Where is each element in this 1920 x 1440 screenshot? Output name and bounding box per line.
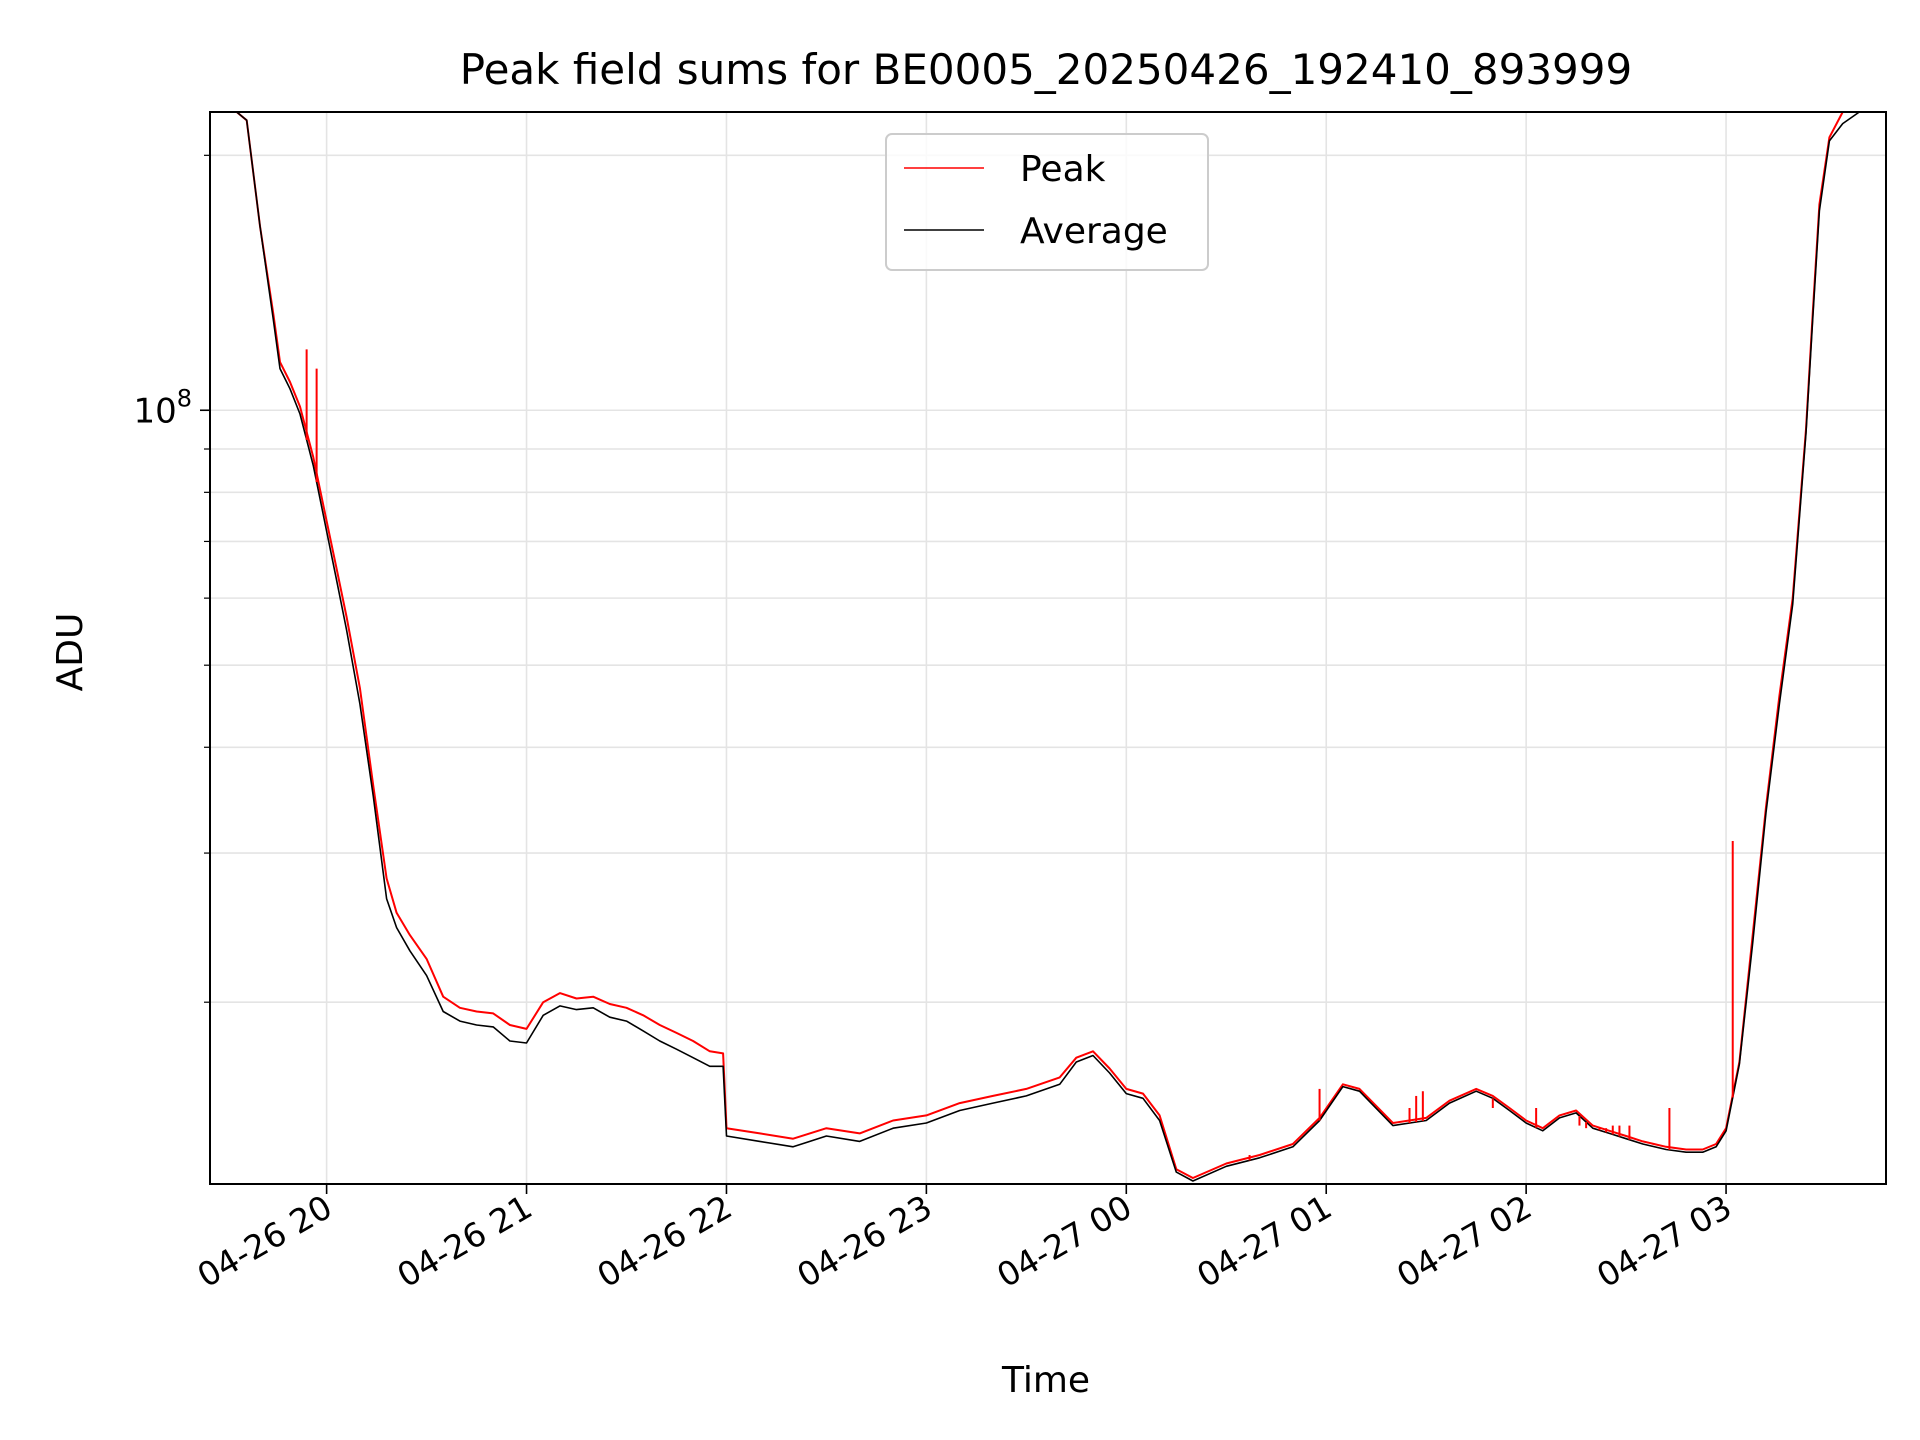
y-tick-label-exponent: 8 <box>177 384 192 412</box>
legend-average-label: Average <box>1020 211 1168 252</box>
plot-series <box>210 111 1886 1182</box>
plot-frame <box>209 111 1887 1185</box>
y-tick-label: 108 <box>133 384 192 431</box>
legend-peak-label: Peak <box>1020 149 1106 190</box>
legend: Peak Average <box>885 133 1209 271</box>
grid <box>210 112 1886 1184</box>
y-tick-label-base: 10 <box>133 391 176 431</box>
peak-series-line <box>210 111 1886 1179</box>
chart-title: Peak field sums for BE0005_20250426_1924… <box>460 45 1632 94</box>
y-axis-label: ADU <box>50 613 91 692</box>
x-axis-label: Time <box>1001 1360 1090 1401</box>
average-series-line <box>210 111 1886 1182</box>
